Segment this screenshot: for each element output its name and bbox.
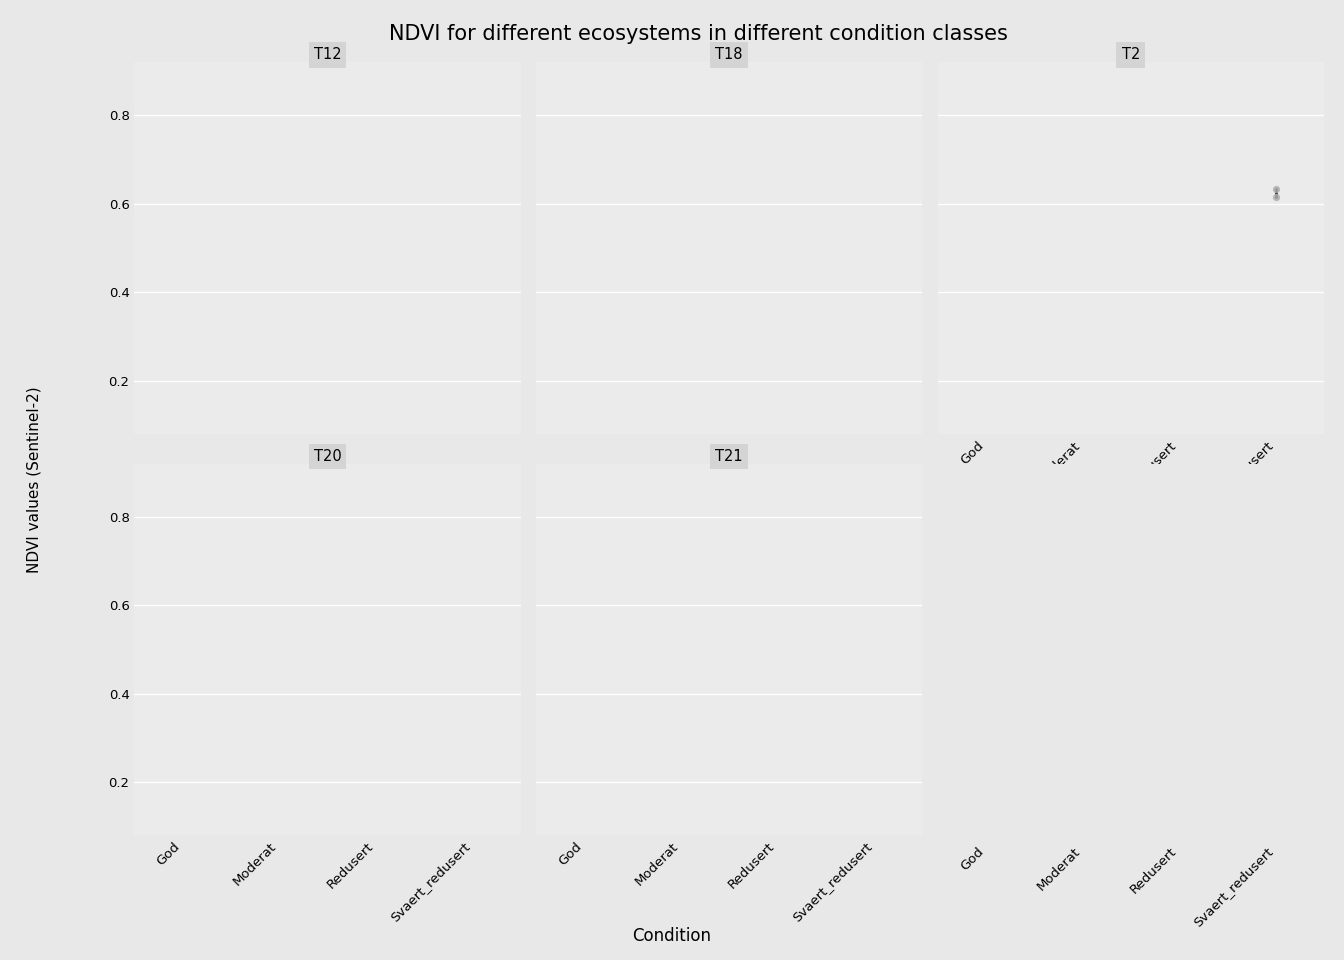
Point	[1265, 181, 1286, 197]
Title: T18: T18	[715, 47, 743, 62]
Point	[1265, 189, 1286, 204]
Title: T2: T2	[1121, 47, 1140, 62]
Title: T12: T12	[313, 47, 341, 62]
Text: NDVI values (Sentinel-2): NDVI values (Sentinel-2)	[26, 387, 42, 573]
Title: T20: T20	[313, 448, 341, 464]
Text: NDVI for different ecosystems in different condition classes: NDVI for different ecosystems in differe…	[390, 24, 1008, 44]
Text: Condition: Condition	[633, 927, 711, 945]
Title: T21: T21	[715, 448, 743, 464]
